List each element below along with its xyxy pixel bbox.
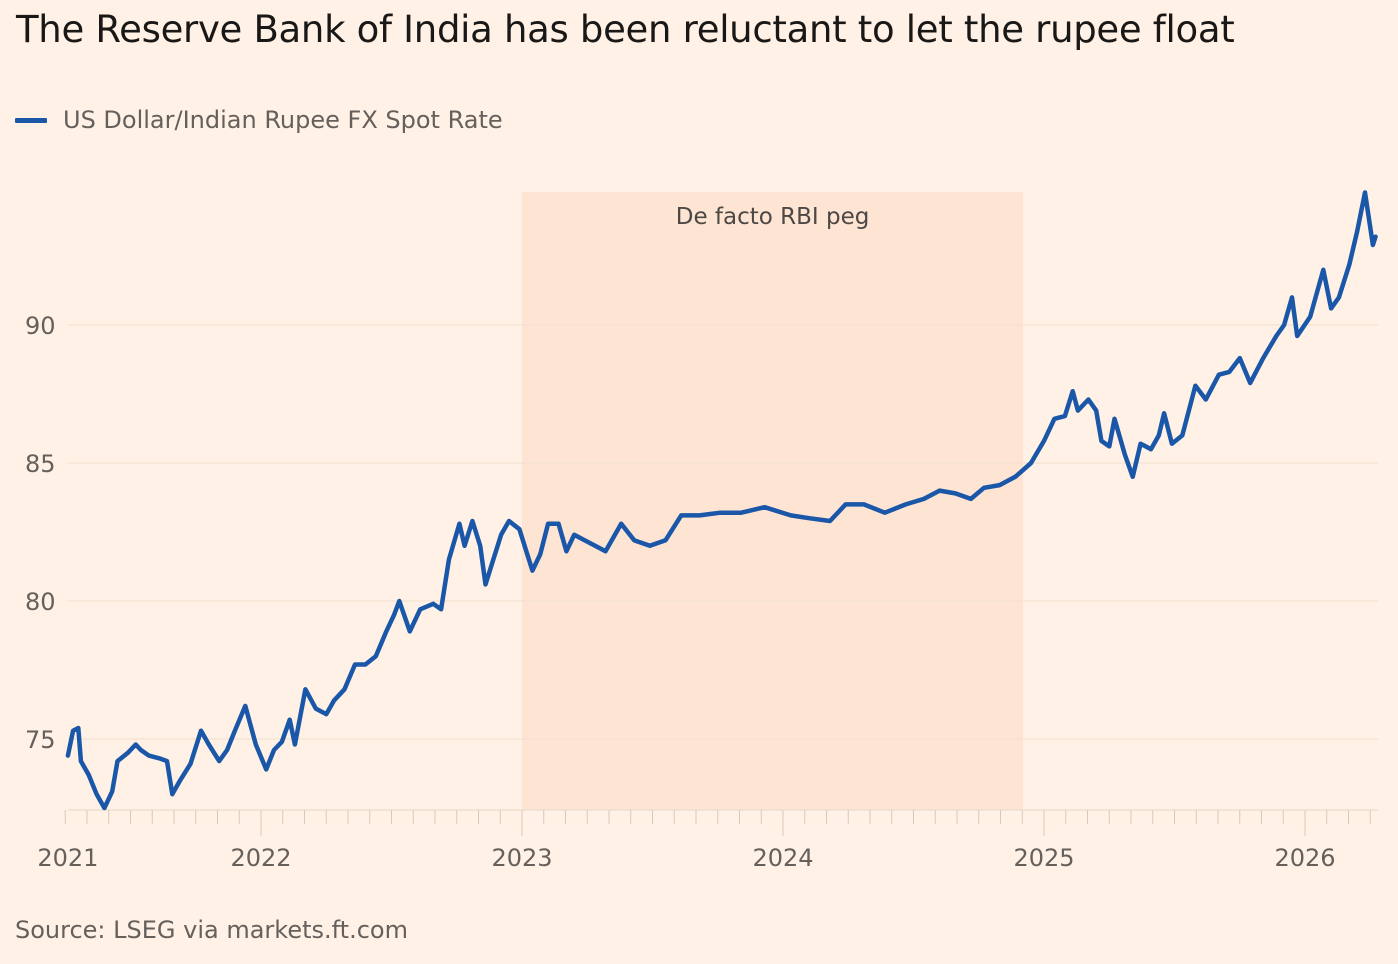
x-tick-label: 2021	[37, 844, 98, 872]
legend-label: US Dollar/Indian Rupee FX Spot Rate	[63, 106, 503, 134]
x-tick-label: 2023	[491, 844, 552, 872]
y-tick-label: 90	[25, 312, 56, 340]
legend-swatch-line	[15, 117, 47, 123]
x-tick-label: 2024	[752, 844, 813, 872]
x-tick-label: 2025	[1013, 844, 1074, 872]
x-tick-label: 2026	[1274, 844, 1335, 872]
peg-band-label: De facto RBI peg	[676, 204, 870, 230]
y-tick-label: 85	[25, 450, 56, 478]
chart-title: The Reserve Bank of India has been reluc…	[16, 8, 1235, 51]
source-note: Source: LSEG via markets.ft.com	[15, 916, 408, 944]
legend: US Dollar/Indian Rupee FX Spot Rate	[15, 106, 503, 134]
y-tick-label: 80	[25, 588, 56, 616]
peg-band	[522, 192, 1024, 810]
y-tick-label: 75	[25, 726, 56, 754]
x-tick-label: 2022	[230, 844, 291, 872]
